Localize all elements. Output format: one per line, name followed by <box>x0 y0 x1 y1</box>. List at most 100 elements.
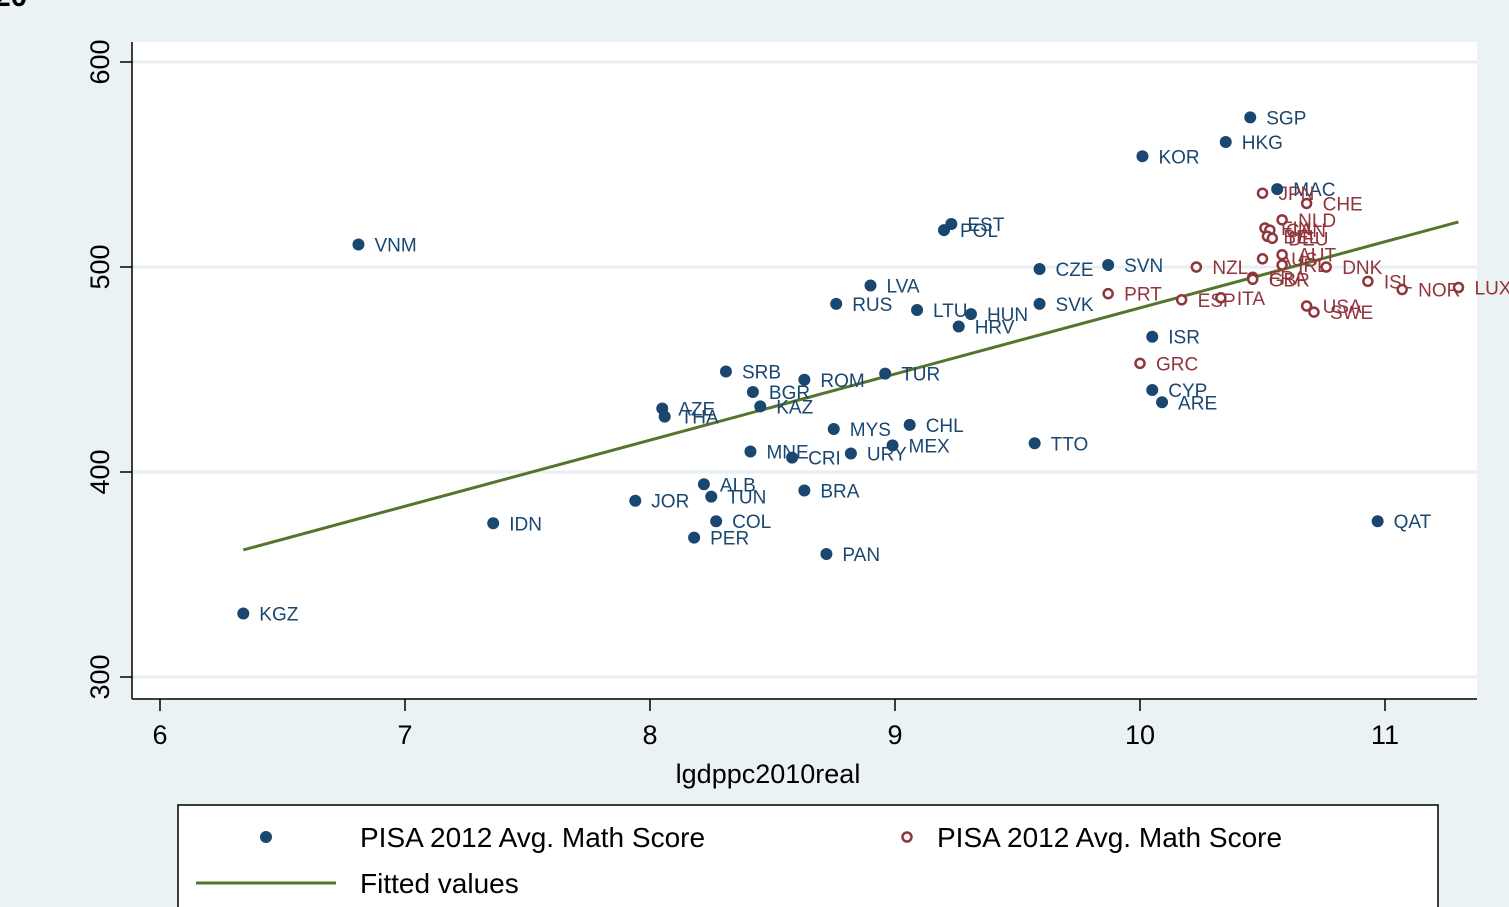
point-tto <box>1028 437 1041 450</box>
y-tick-label-2: 500 <box>85 244 115 289</box>
point-label-isr: ISR <box>1168 328 1200 349</box>
point-label-chl: CHL <box>926 416 964 437</box>
point-label-tur: TUR <box>901 365 940 386</box>
point-label-per: PER <box>710 529 749 550</box>
point-label-ltu: LTU <box>933 301 967 322</box>
point-label-dnk: DNK <box>1342 258 1382 279</box>
gridlines <box>132 60 1477 679</box>
point-usa <box>1300 300 1313 312</box>
point-ury <box>844 447 857 460</box>
point-label-idn: IDN <box>509 514 542 535</box>
point-label-bra: BRA <box>820 481 859 502</box>
point-label-bel: BEL <box>1283 227 1319 248</box>
point-label-deu: DEU <box>1288 229 1328 250</box>
plot-area <box>132 42 1477 699</box>
point-qat <box>1371 515 1384 528</box>
legend-label-series-1: PISA 2012 Avg. Math Score <box>360 822 705 853</box>
point-swe <box>1308 306 1320 318</box>
point-label-svn: SVN <box>1124 256 1163 277</box>
point-label-kor: KOR <box>1158 147 1199 168</box>
point-ita <box>1215 292 1227 304</box>
point-esp <box>1175 294 1188 306</box>
point-kaz <box>754 400 767 413</box>
point-svk <box>1033 297 1046 310</box>
point-bra <box>798 484 811 497</box>
point-rom <box>798 373 811 386</box>
point-label-prt: PRT <box>1124 285 1162 306</box>
point-grc <box>1134 357 1146 370</box>
point-cri <box>786 451 799 464</box>
legend-marker-hollow <box>901 831 913 843</box>
point-label-cyp: CYP <box>1168 381 1207 402</box>
legend-label-fitted: Fitted values <box>360 868 519 899</box>
point-label-alb: ALB <box>720 475 756 496</box>
x-tick-label-5: 11 <box>1371 720 1399 750</box>
point-ltu <box>911 304 924 317</box>
y-tick-label-3: 600 <box>85 39 115 84</box>
point-label-nzl: NZL <box>1212 258 1248 279</box>
point-label-vnm: VNM <box>374 235 416 256</box>
point-label-kaz: KAZ <box>776 397 813 418</box>
legend-label-series-2: PISA 2012 Avg. Math Score <box>937 822 1282 853</box>
point-label-hrv: HRV <box>975 317 1015 338</box>
point-kgz <box>237 607 250 620</box>
point-prt <box>1102 287 1114 300</box>
point-label-irl: IRL <box>1298 256 1328 277</box>
point-dnk <box>1320 261 1332 273</box>
point-col <box>710 515 723 528</box>
point-tha <box>658 410 671 423</box>
point-nld <box>1276 214 1288 226</box>
point-alb <box>697 478 710 491</box>
axes: 300 400 500 600 6 7 8 9 10 11 <box>85 39 1477 750</box>
points-layer: KGZVNMIDNJORAZETHAPERALBTUNCOLSRBMNEBGRK… <box>237 108 1509 625</box>
point-cyp <box>1146 384 1159 396</box>
point-aut <box>1276 248 1288 261</box>
point-sgp <box>1244 111 1257 124</box>
point-kor <box>1136 150 1149 163</box>
point-idn <box>487 517 500 530</box>
point-tun <box>705 490 718 503</box>
point-label-lva: LVA <box>887 276 920 297</box>
point-nzl <box>1190 261 1203 273</box>
point-are <box>1156 396 1169 409</box>
point-label-che: CHE <box>1323 194 1363 215</box>
legend-marker-filled <box>260 831 272 843</box>
point-est <box>945 217 958 230</box>
point-label-hkg: HKG <box>1242 133 1283 154</box>
point-label-mex: MEX <box>909 436 951 457</box>
point-label-cri: CRI <box>808 449 841 470</box>
point-label-can: CAN <box>1286 221 1326 242</box>
point-isl <box>1362 275 1374 288</box>
point-label-fin: FIN <box>1281 219 1312 240</box>
point-label-tha: THA <box>681 408 719 429</box>
point-aus <box>1256 253 1269 265</box>
point-label-kgz: KGZ <box>259 604 298 625</box>
y-tick-label-1: 400 <box>85 449 115 494</box>
point-label-ita: ITA <box>1237 289 1265 310</box>
point-label-aus: AUS <box>1279 250 1318 271</box>
point-mex <box>886 439 899 452</box>
x-tick-label-1: 7 <box>397 720 412 750</box>
y-tick-label-0: 300 <box>85 654 115 699</box>
point-bgr <box>746 386 759 399</box>
point-label-swe: SWE <box>1330 303 1373 324</box>
point-label-are: ARE <box>1178 393 1217 414</box>
x-tick-label-0: 6 <box>152 720 167 750</box>
point-mac <box>1271 183 1284 196</box>
point-label-ury: URY <box>867 445 907 466</box>
point-label-mys: MYS <box>850 420 891 441</box>
point-hkg <box>1219 135 1232 148</box>
point-label-bgr: BGR <box>769 383 810 404</box>
point-label-usa: USA <box>1323 297 1362 318</box>
point-tur <box>879 367 892 380</box>
point-hrv <box>952 320 965 333</box>
point-lva <box>864 279 877 292</box>
point-jor <box>629 494 642 507</box>
point-vnm <box>352 238 365 251</box>
point-label-mne: MNE <box>766 443 808 464</box>
point-gbr <box>1246 273 1259 286</box>
point-label-rus: RUS <box>852 295 892 316</box>
point-irl <box>1276 259 1288 271</box>
point-cze <box>1033 263 1046 276</box>
point-label-jor: JOR <box>651 492 689 513</box>
